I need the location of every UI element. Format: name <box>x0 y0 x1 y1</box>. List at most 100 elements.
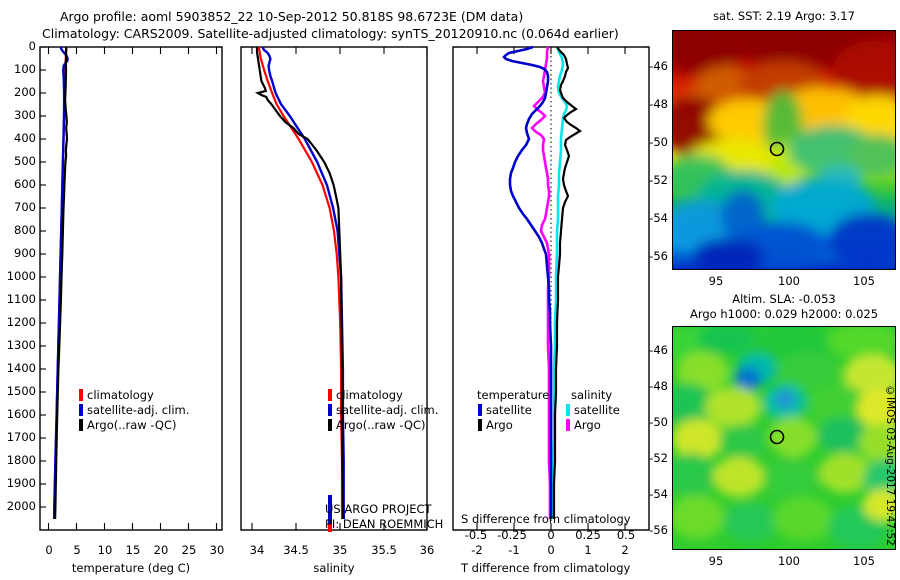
temperature-xtick-5: 5 <box>73 543 81 557</box>
sst-map[interactable] <box>672 30 896 270</box>
sst-profile-marker <box>769 141 785 157</box>
difference-panel: temperature satellite Argo salinity sate… <box>448 40 664 540</box>
difference-legend <box>478 404 570 431</box>
sst-xtick-105: 105 <box>853 274 875 288</box>
sla-ytick--54: -54 <box>649 487 668 501</box>
temperature-legend-climatology: climatology <box>87 388 154 402</box>
difference-stick-0.25: 0.25 <box>575 528 601 542</box>
salinity-xtick-34: 34 <box>249 543 265 557</box>
sla-ytick--56: -56 <box>649 523 668 537</box>
imos-credit: ©IMOS 03-Aug-2017 19:47:52 <box>884 385 896 546</box>
sst-map-raster <box>673 31 895 269</box>
sla-ytick--52: -52 <box>649 451 668 465</box>
sst-xtick-100: 100 <box>778 274 800 288</box>
depth-tick-100: 100 <box>14 62 36 76</box>
depth-tick-600: 600 <box>14 177 36 191</box>
depth-tick-900: 900 <box>14 246 36 260</box>
difference-temperature-satellite-line <box>502 45 553 519</box>
salinity-legend-climatology: climatology <box>336 388 403 402</box>
depth-tick-2000: 2000 <box>6 499 36 513</box>
depth-tick-300: 300 <box>14 108 36 122</box>
difference-legend-temperature-satellite: satellite <box>486 403 532 417</box>
temperature-xtick-30: 30 <box>209 543 225 557</box>
difference-ttick-1: 1 <box>584 543 592 557</box>
difference-stick-0.5: 0.5 <box>616 528 636 542</box>
depth-tick-800: 800 <box>14 223 36 237</box>
depth-tick-1000: 1000 <box>6 269 36 283</box>
depth-tick-1400: 1400 <box>6 361 36 375</box>
depth-tick-0: 0 <box>28 39 36 53</box>
project-name: US ARGO PROJECT <box>325 502 432 516</box>
temperature-legend-satellite: satellite-adj. clim. <box>87 403 190 417</box>
depth-tick-1900: 1900 <box>6 476 36 490</box>
sla-map[interactable] <box>672 326 896 550</box>
sst-map-title: sat. SST: 2.19 Argo: 3.17 <box>713 9 855 23</box>
sla-map-title-line2: Argo h1000: 0.029 h2000: 0.025 <box>689 307 879 321</box>
depth-tick-1300: 1300 <box>6 338 36 352</box>
salinity-xtick-35: 35 <box>332 543 348 557</box>
sla-map-raster <box>673 327 895 549</box>
salinity-panel: climatology satellite-adj. clim. Argo(..… <box>236 40 448 540</box>
depth-tick-1600: 1600 <box>6 407 36 421</box>
temperature-panel: 0 100 200 300 400 500 600 700 800 900 10… <box>0 39 236 540</box>
salinity-argo-line <box>254 47 345 520</box>
difference-salinity-axis-label: S difference from climatology <box>461 512 631 526</box>
page-title-line2: Climatology: CARS2009. Satellite-adjuste… <box>42 26 619 41</box>
temperature-argo-line <box>54 46 69 520</box>
difference-ttick--1: -1 <box>508 543 520 557</box>
difference-stick-0: 0 <box>547 528 555 542</box>
salinity-legend <box>328 389 332 532</box>
temperature-xtick-0: 0 <box>45 543 53 557</box>
difference-legend-salinity-satellite: satellite <box>574 403 620 417</box>
difference-stick--0.25: -0.25 <box>497 528 527 542</box>
sst-ytick--54: -54 <box>649 211 668 225</box>
temperature-legend <box>79 389 83 431</box>
sla-profile-marker <box>769 429 785 445</box>
difference-temperature-argo-line <box>552 46 582 519</box>
sla-ytick--50: -50 <box>649 415 668 429</box>
page-title-line1: Argo profile: aoml 5903852_22 10-Sep-201… <box>60 9 524 24</box>
depth-tick-500: 500 <box>14 154 36 168</box>
project-pi: PI: DEAN ROEMMICH <box>325 517 444 531</box>
salinity-xtick-34.5: 34.5 <box>283 543 309 557</box>
salinity-xtick-35.5: 35.5 <box>371 543 397 557</box>
depth-tick-1700: 1700 <box>6 430 36 444</box>
sla-xtick-105: 105 <box>853 554 875 568</box>
sla-ytick--48: -48 <box>649 379 668 393</box>
sst-ytick--50: -50 <box>649 135 668 149</box>
sst-ytick--52: -52 <box>649 173 668 187</box>
depth-tick-700: 700 <box>14 200 36 214</box>
difference-plot-svg <box>452 45 650 531</box>
difference-salinity-satellite-line <box>551 46 569 519</box>
temperature-xtick-15: 15 <box>125 543 141 557</box>
difference-legend-temperature-argo: Argo <box>486 418 513 432</box>
sla-xtick-100: 100 <box>778 554 800 568</box>
sst-ytick--48: -48 <box>649 97 668 111</box>
sla-xtick-95: 95 <box>708 554 724 568</box>
sst-ytick--56: -56 <box>649 249 668 263</box>
salinity-xtick-36: 36 <box>419 543 435 557</box>
temperature-plot-svg <box>39 46 223 531</box>
temperature-xtick-25: 25 <box>181 543 197 557</box>
temperature-legend-argo: Argo(..raw -QC) <box>87 418 177 432</box>
difference-ttick-2: 2 <box>621 543 629 557</box>
difference-legend-temperature-header: temperature <box>477 388 550 402</box>
difference-legend-salinity-argo: Argo <box>574 418 601 432</box>
salinity-plot-svg <box>240 46 428 532</box>
depth-tick-400: 400 <box>14 131 36 145</box>
depth-tick-1800: 1800 <box>6 453 36 467</box>
temperature-xtick-20: 20 <box>153 543 169 557</box>
salinity-axis-label: salinity <box>313 561 355 575</box>
depth-tick-200: 200 <box>14 85 36 99</box>
sla-map-title-line1: Altim. SLA: -0.053 <box>732 292 836 306</box>
salinity-legend-satellite: satellite-adj. clim. <box>336 403 439 417</box>
salinity-legend-argo: Argo(..raw -QC) <box>336 418 426 432</box>
temperature-xtick-10: 10 <box>97 543 113 557</box>
temperature-axis-label: temperature (deg C) <box>71 561 191 575</box>
sst-ytick--46: -46 <box>649 59 668 73</box>
depth-tick-1200: 1200 <box>6 315 36 329</box>
sla-ytick--46: -46 <box>649 343 668 357</box>
depth-tick-1100: 1100 <box>6 292 36 306</box>
difference-salinity-argo-line <box>530 46 552 519</box>
difference-ttick--2: -2 <box>471 543 483 557</box>
